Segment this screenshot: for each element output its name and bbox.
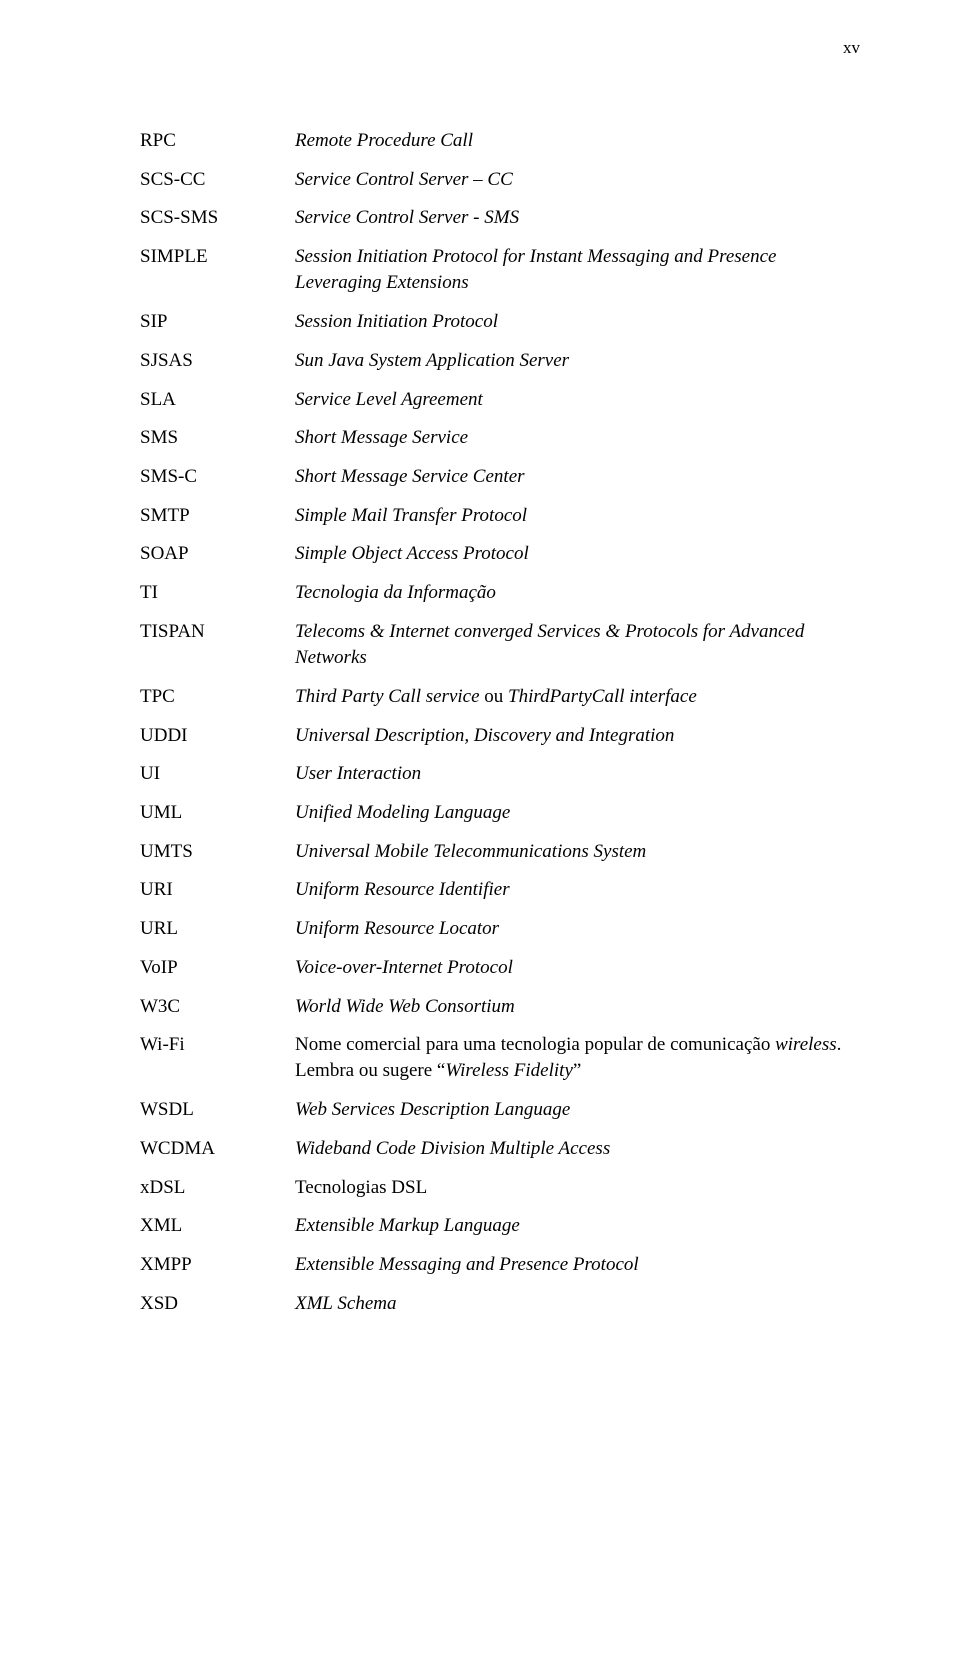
abbrev-cell: TI — [140, 580, 295, 606]
definition-cell: World Wide Web Consortium — [295, 994, 860, 1020]
definition-cell: Nome comercial para uma tecnologia popul… — [295, 1032, 860, 1084]
definition-cell: Service Control Server – CC — [295, 167, 860, 193]
definition-cell: Service Level Agreement — [295, 387, 860, 413]
table-row: W3CWorld Wide Web Consortium — [140, 994, 860, 1020]
table-row: TISPANTelecoms & Internet converged Serv… — [140, 619, 860, 671]
table-row: SCS-SMSService Control Server - SMS — [140, 205, 860, 231]
abbrev-cell: SMS — [140, 425, 295, 451]
definition-cell: Voice-over-Internet Protocol — [295, 955, 860, 981]
abbrev-cell: SCS-SMS — [140, 205, 295, 231]
definition-cell: Universal Description, Discovery and Int… — [295, 723, 860, 749]
abbrev-cell: UMTS — [140, 839, 295, 865]
abbrev-cell: WSDL — [140, 1097, 295, 1123]
table-row: Wi-FiNome comercial para uma tecnologia … — [140, 1032, 860, 1084]
definition-cell: Tecnologia da Informação — [295, 580, 860, 606]
definition-cell: Simple Object Access Protocol — [295, 541, 860, 567]
definition-cell: Short Message Service Center — [295, 464, 860, 490]
table-row: SMSShort Message Service — [140, 425, 860, 451]
definition-cell: Web Services Description Language — [295, 1097, 860, 1123]
definition-cell: Unified Modeling Language — [295, 800, 860, 826]
abbrev-cell: XMPP — [140, 1252, 295, 1278]
abbrev-cell: Wi-Fi — [140, 1032, 295, 1058]
abbrev-cell: RPC — [140, 128, 295, 154]
table-row: SIMPLESession Initiation Protocol for In… — [140, 244, 860, 296]
definition-cell: Third Party Call service ou ThirdPartyCa… — [295, 684, 860, 710]
table-row: TPCThird Party Call service ou ThirdPart… — [140, 684, 860, 710]
abbrev-cell: TPC — [140, 684, 295, 710]
definition-cell: Session Initiation Protocol — [295, 309, 860, 335]
definition-cell: Universal Mobile Telecommunications Syst… — [295, 839, 860, 865]
table-row: TITecnologia da Informação — [140, 580, 860, 606]
abbrev-cell: SIMPLE — [140, 244, 295, 270]
table-row: URIUniform Resource Identifier — [140, 877, 860, 903]
abbrev-cell: SMTP — [140, 503, 295, 529]
table-row: WCDMAWideband Code Division Multiple Acc… — [140, 1136, 860, 1162]
definition-cell: Session Initiation Protocol for Instant … — [295, 244, 860, 296]
definition-cell: Uniform Resource Identifier — [295, 877, 860, 903]
abbrev-cell: UI — [140, 761, 295, 787]
definition-cell: Remote Procedure Call — [295, 128, 860, 154]
table-row: UMTSUniversal Mobile Telecommunications … — [140, 839, 860, 865]
table-row: SMS-CShort Message Service Center — [140, 464, 860, 490]
abbrev-cell: SLA — [140, 387, 295, 413]
abbrev-cell: SCS-CC — [140, 167, 295, 193]
abbreviation-table: RPCRemote Procedure CallSCS-CCService Co… — [140, 128, 860, 1317]
abbrev-cell: SJSAS — [140, 348, 295, 374]
definition-cell: User Interaction — [295, 761, 860, 787]
table-row: XMPPExtensible Messaging and Presence Pr… — [140, 1252, 860, 1278]
table-row: SJSASSun Java System Application Server — [140, 348, 860, 374]
definition-cell: Wideband Code Division Multiple Access — [295, 1136, 860, 1162]
table-row: URLUniform Resource Locator — [140, 916, 860, 942]
abbrev-cell: SIP — [140, 309, 295, 335]
table-row: UDDIUniversal Description, Discovery and… — [140, 723, 860, 749]
abbrev-cell: VoIP — [140, 955, 295, 981]
table-row: WSDLWeb Services Description Language — [140, 1097, 860, 1123]
table-row: UMLUnified Modeling Language — [140, 800, 860, 826]
table-row: xDSLTecnologias DSL — [140, 1175, 860, 1201]
abbrev-cell: xDSL — [140, 1175, 295, 1201]
abbrev-cell: W3C — [140, 994, 295, 1020]
definition-cell: Simple Mail Transfer Protocol — [295, 503, 860, 529]
table-row: VoIPVoice-over-Internet Protocol — [140, 955, 860, 981]
definition-cell: Extensible Messaging and Presence Protoc… — [295, 1252, 860, 1278]
definition-cell: Uniform Resource Locator — [295, 916, 860, 942]
page-number: xv — [843, 38, 860, 58]
definition-cell: Service Control Server - SMS — [295, 205, 860, 231]
abbrev-cell: TISPAN — [140, 619, 295, 645]
table-row: SLAService Level Agreement — [140, 387, 860, 413]
abbrev-cell: SOAP — [140, 541, 295, 567]
definition-cell: XML Schema — [295, 1291, 860, 1317]
table-row: UIUser Interaction — [140, 761, 860, 787]
table-row: SCS-CCService Control Server – CC — [140, 167, 860, 193]
table-row: SOAPSimple Object Access Protocol — [140, 541, 860, 567]
definition-cell: Tecnologias DSL — [295, 1175, 860, 1201]
table-row: XSDXML Schema — [140, 1291, 860, 1317]
table-row: RPCRemote Procedure Call — [140, 128, 860, 154]
abbrev-cell: URL — [140, 916, 295, 942]
table-row: SIPSession Initiation Protocol — [140, 309, 860, 335]
definition-cell: Extensible Markup Language — [295, 1213, 860, 1239]
definition-cell: Telecoms & Internet converged Services &… — [295, 619, 860, 671]
table-row: XMLExtensible Markup Language — [140, 1213, 860, 1239]
table-row: SMTPSimple Mail Transfer Protocol — [140, 503, 860, 529]
abbrev-cell: XML — [140, 1213, 295, 1239]
abbrev-cell: XSD — [140, 1291, 295, 1317]
abbrev-cell: UDDI — [140, 723, 295, 749]
definition-cell: Short Message Service — [295, 425, 860, 451]
abbrev-cell: SMS-C — [140, 464, 295, 490]
abbrev-cell: WCDMA — [140, 1136, 295, 1162]
abbrev-cell: UML — [140, 800, 295, 826]
abbrev-cell: URI — [140, 877, 295, 903]
definition-cell: Sun Java System Application Server — [295, 348, 860, 374]
